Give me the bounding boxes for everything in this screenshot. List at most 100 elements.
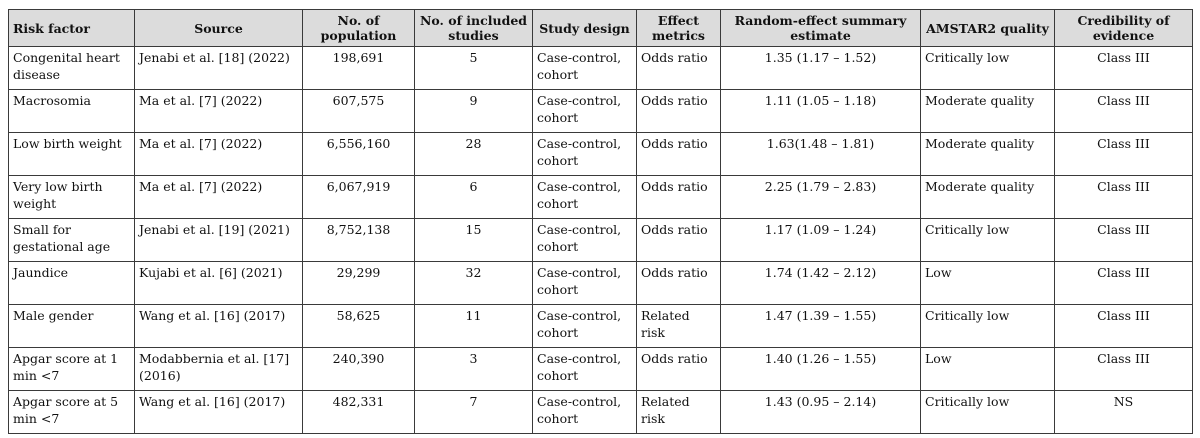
header-risk-factor: Risk factor bbox=[8, 9, 135, 47]
cell-source: Wang et al. [16] (2017) bbox=[134, 390, 303, 434]
cell-risk-factor: Low birth weight bbox=[8, 132, 135, 176]
cell-source: Ma et al. [7] (2022) bbox=[134, 132, 303, 176]
table-row: Apgar score at 5 min <7 Wang et al. [16] … bbox=[8, 390, 1193, 434]
cell-effect-metric: Odds ratio bbox=[636, 175, 721, 219]
cell-study-design: Case-control, cohort bbox=[532, 218, 637, 262]
cell-credibility: Class III bbox=[1054, 175, 1193, 219]
cell-risk-factor: Very low birth weight bbox=[8, 175, 135, 219]
cell-amstar2-quality: Moderate quality bbox=[920, 132, 1055, 176]
table-row: Apgar score at 1 min <7 Modabbernia et al… bbox=[8, 347, 1193, 391]
cell-included-studies: 11 bbox=[414, 304, 533, 348]
table-row: Macrosomia Ma et al. [7] (2022) 607,575 9 Ca… bbox=[8, 89, 1193, 133]
cell-effect-metric: Odds ratio bbox=[636, 132, 721, 176]
cell-source: Wang et al. [16] (2017) bbox=[134, 304, 303, 348]
header-summary-estimate: Random-effect summary estimate bbox=[720, 9, 921, 47]
cell-amstar2-quality: Critically low bbox=[920, 304, 1055, 348]
cell-effect-metric: Odds ratio bbox=[636, 46, 721, 90]
cell-effect-metric: Odds ratio bbox=[636, 347, 721, 391]
cell-included-studies: 3 bbox=[414, 347, 533, 391]
header-effect-metrics: Effect metrics bbox=[636, 9, 721, 47]
cell-study-design: Case-control, cohort bbox=[532, 261, 637, 305]
cell-effect-metric: Odds ratio bbox=[636, 261, 721, 305]
cell-population: 6,067,919 bbox=[302, 175, 415, 219]
cell-credibility: Class III bbox=[1054, 46, 1193, 90]
header-credibility: Credibility of evidence bbox=[1054, 9, 1193, 47]
cell-summary-estimate: 1.74 (1.42 – 2.12) bbox=[720, 261, 921, 305]
cell-amstar2-quality: Critically low bbox=[920, 390, 1055, 434]
cell-population: 6,556,160 bbox=[302, 132, 415, 176]
cell-included-studies: 7 bbox=[414, 390, 533, 434]
cell-amstar2-quality: Low bbox=[920, 261, 1055, 305]
cell-risk-factor: Male gender bbox=[8, 304, 135, 348]
cell-source: Jenabi et al. [19] (2021) bbox=[134, 218, 303, 262]
table-row: Small for gestational age Jenabi et al. [… bbox=[8, 218, 1193, 262]
cell-included-studies: 32 bbox=[414, 261, 533, 305]
cell-effect-metric: Related risk bbox=[636, 304, 721, 348]
cell-risk-factor: Apgar score at 1 min <7 bbox=[8, 347, 135, 391]
cell-summary-estimate: 1.47 (1.39 – 1.55) bbox=[720, 304, 921, 348]
cell-study-design: Case-control, cohort bbox=[532, 46, 637, 90]
cell-population: 240,390 bbox=[302, 347, 415, 391]
cell-source: Ma et al. [7] (2022) bbox=[134, 175, 303, 219]
header-amstar2-quality: AMSTAR2 quality bbox=[920, 9, 1055, 47]
header-study-design: Study design bbox=[532, 9, 637, 47]
table-row: Congenital heart disease Jenabi et al. [1… bbox=[8, 46, 1193, 90]
cell-study-design: Case-control, cohort bbox=[532, 89, 637, 133]
cell-amstar2-quality: Moderate quality bbox=[920, 175, 1055, 219]
cell-population: 8,752,138 bbox=[302, 218, 415, 262]
cell-summary-estimate: 1.43 (0.95 – 2.14) bbox=[720, 390, 921, 434]
cell-credibility: Class III bbox=[1054, 261, 1193, 305]
cell-summary-estimate: 1.11 (1.05 – 1.18) bbox=[720, 89, 921, 133]
header-included-studies: No. of included studies bbox=[414, 9, 533, 47]
cell-study-design: Case-control, cohort bbox=[532, 390, 637, 434]
cell-summary-estimate: 1.17 (1.09 – 1.24) bbox=[720, 218, 921, 262]
cell-source: Jenabi et al. [18] (2022) bbox=[134, 46, 303, 90]
cell-risk-factor: Apgar score at 5 min <7 bbox=[8, 390, 135, 434]
cell-risk-factor: Macrosomia bbox=[8, 89, 135, 133]
cell-population: 29,299 bbox=[302, 261, 415, 305]
cell-risk-factor: Small for gestational age bbox=[8, 218, 135, 262]
cell-effect-metric: Odds ratio bbox=[636, 218, 721, 262]
cell-amstar2-quality: Critically low bbox=[920, 46, 1055, 90]
cell-effect-metric: Odds ratio bbox=[636, 89, 721, 133]
cell-summary-estimate: 2.25 (1.79 – 2.83) bbox=[720, 175, 921, 219]
cell-credibility: Class III bbox=[1054, 218, 1193, 262]
cell-included-studies: 5 bbox=[414, 46, 533, 90]
header-source: Source bbox=[134, 9, 303, 47]
cell-source: Kujabi et al. [6] (2021) bbox=[134, 261, 303, 305]
cell-included-studies: 6 bbox=[414, 175, 533, 219]
cell-source: Ma et al. [7] (2022) bbox=[134, 89, 303, 133]
cell-study-design: Case-control, cohort bbox=[532, 304, 637, 348]
table-row: Low birth weight Ma et al. [7] (2022) 6,55… bbox=[8, 132, 1193, 176]
cell-credibility: Class III bbox=[1054, 304, 1193, 348]
cell-risk-factor: Jaundice bbox=[8, 261, 135, 305]
cell-source: Modabbernia et al. [17] (2016) bbox=[134, 347, 303, 391]
cell-effect-metric: Related risk bbox=[636, 390, 721, 434]
cell-included-studies: 28 bbox=[414, 132, 533, 176]
table-row: Very low birth weight Ma et al. [7] (2022… bbox=[8, 175, 1193, 219]
table-row: Male gender Wang et al. [16] (2017) 58,625… bbox=[8, 304, 1193, 348]
cell-summary-estimate: 1.40 (1.26 – 1.55) bbox=[720, 347, 921, 391]
cell-risk-factor: Congenital heart disease bbox=[8, 46, 135, 90]
cell-population: 58,625 bbox=[302, 304, 415, 348]
cell-amstar2-quality: Low bbox=[920, 347, 1055, 391]
cell-credibility: Class III bbox=[1054, 132, 1193, 176]
cell-amstar2-quality: Moderate quality bbox=[920, 89, 1055, 133]
cell-population: 482,331 bbox=[302, 390, 415, 434]
cell-summary-estimate: 1.63(1.48 – 1.81) bbox=[720, 132, 921, 176]
cell-credibility: Class III bbox=[1054, 89, 1193, 133]
table-row: Jaundice Kujabi et al. [6] (2021) 29,299 32… bbox=[8, 261, 1193, 305]
cell-credibility: Class III bbox=[1054, 347, 1193, 391]
cell-population: 607,575 bbox=[302, 89, 415, 133]
cell-credibility: NS bbox=[1054, 390, 1193, 434]
cell-population: 198,691 bbox=[302, 46, 415, 90]
cell-study-design: Case-control, cohort bbox=[532, 175, 637, 219]
cell-study-design: Case-control, cohort bbox=[532, 132, 637, 176]
header-population: No. of population bbox=[302, 9, 415, 47]
cell-study-design: Case-control, cohort bbox=[532, 347, 637, 391]
cell-included-studies: 9 bbox=[414, 89, 533, 133]
cell-summary-estimate: 1.35 (1.17 – 1.52) bbox=[720, 46, 921, 90]
cell-included-studies: 15 bbox=[414, 218, 533, 262]
cell-amstar2-quality: Critically low bbox=[920, 218, 1055, 262]
risk-factor-table: Risk factor Source No. of population No.… bbox=[8, 9, 1193, 434]
